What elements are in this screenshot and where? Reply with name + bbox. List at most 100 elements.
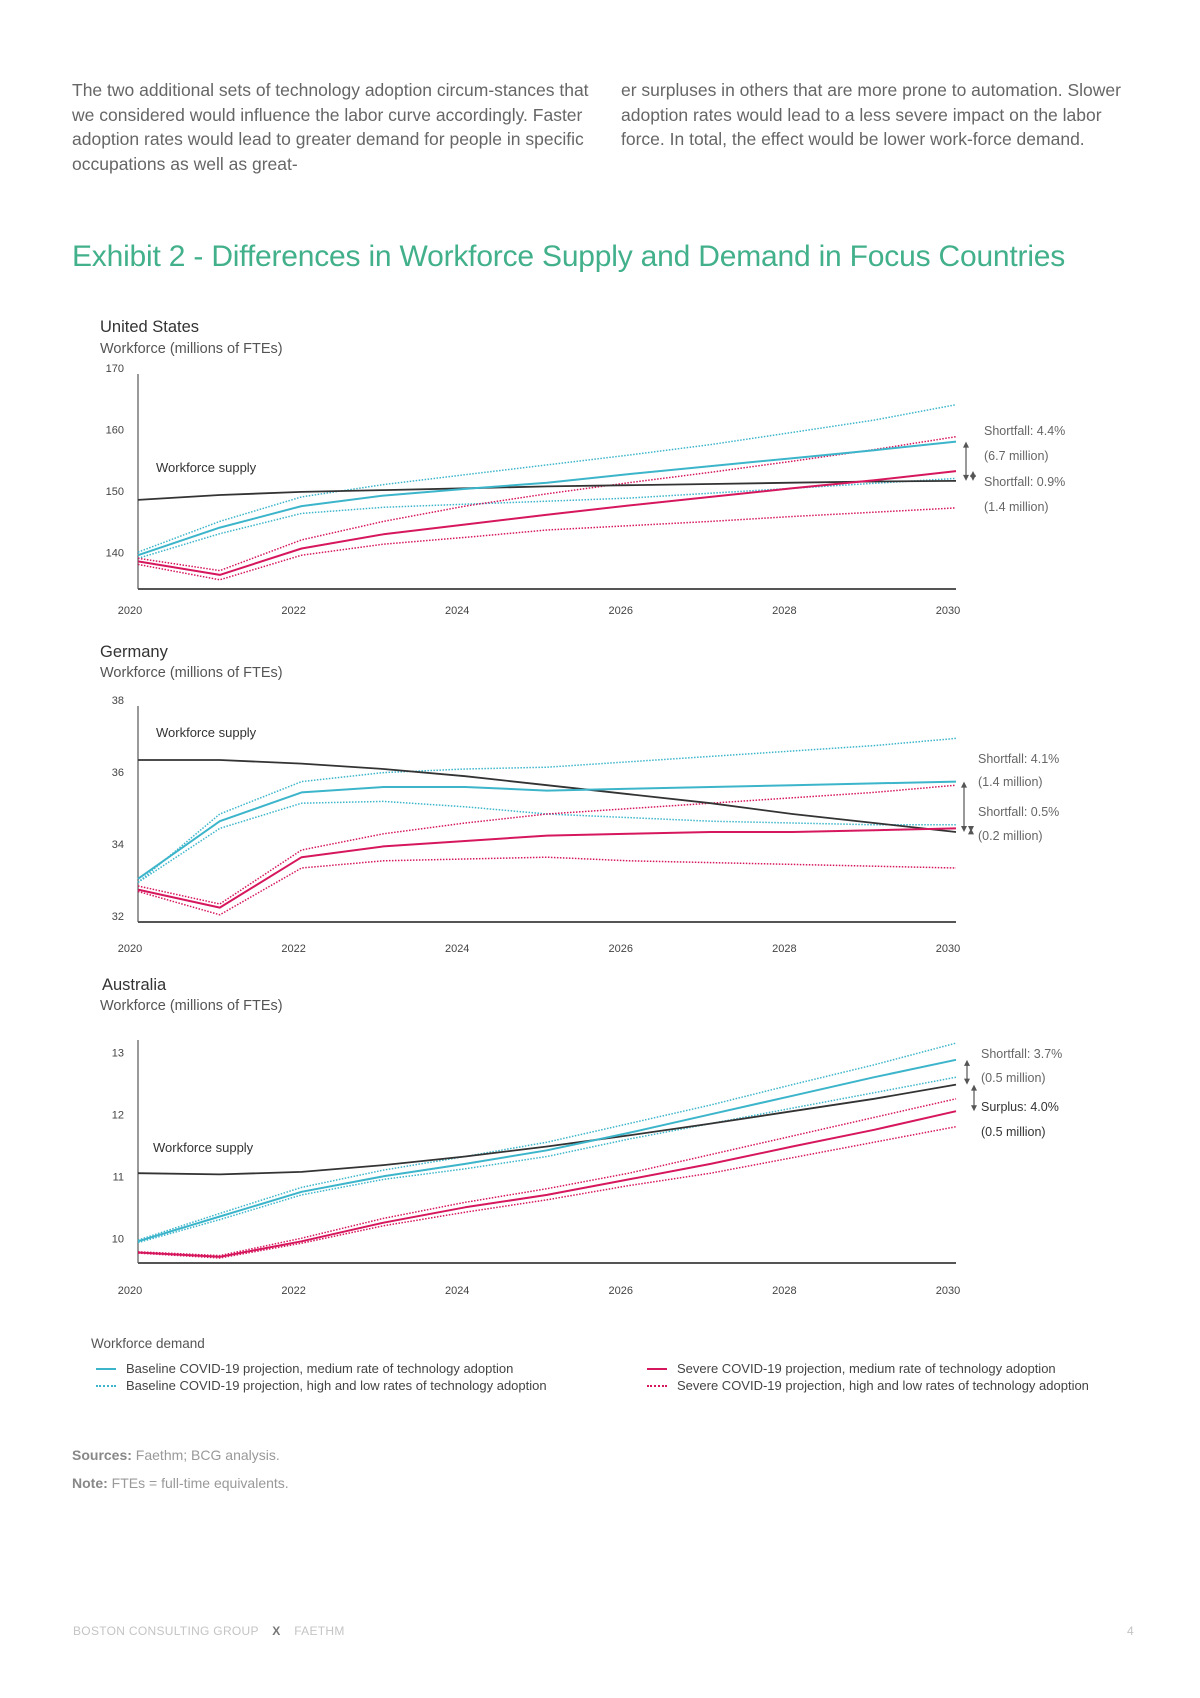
series-line-severe-low xyxy=(137,1125,957,1259)
series-line-severe-med xyxy=(137,1110,957,1258)
chart-title-us: United States xyxy=(100,318,200,336)
annotation-australia-2: (0.5 million) xyxy=(981,1071,1046,1085)
y-tick-label: 11 xyxy=(113,1171,124,1183)
annotation-germany-1: Shortfall: 4.1% xyxy=(978,752,1060,766)
annotation-germany-2: (1.4 million) xyxy=(978,775,1043,789)
annotation-us-3: Shortfall: 0.9% xyxy=(984,475,1066,489)
supply-label-germany: Workforce supply xyxy=(156,725,257,740)
sources-line: Sources: Faethm; BCG analysis. xyxy=(72,1447,280,1463)
x-tick-label: 2028 xyxy=(772,943,796,955)
annotation-us-4: (1.4 million) xyxy=(984,500,1049,514)
annotation-germany-3: Shortfall: 0.5% xyxy=(978,805,1060,819)
y-tick-label: 150 xyxy=(106,486,124,498)
x-tick-label: 2022 xyxy=(281,1285,305,1297)
gap-arrow-baseline-head-top xyxy=(961,781,967,788)
annotation-australia-4: (0.5 million) xyxy=(981,1125,1046,1139)
x-tick-label: 2026 xyxy=(609,1285,633,1297)
x-tick-label: 2024 xyxy=(445,943,469,955)
x-tick-label: 2030 xyxy=(936,943,960,955)
y-tick-label: 32 xyxy=(112,911,124,923)
series-line-baseline-med xyxy=(137,780,957,880)
series-line-baseline-med xyxy=(137,1058,957,1243)
chart-title-germany: Germany xyxy=(100,643,168,661)
legend-label: Baseline COVID-19 projection, high and l… xyxy=(126,1378,547,1393)
series-line-supply xyxy=(138,759,957,833)
chart-ylabel-us: Workforce (millions of FTEs) xyxy=(100,341,283,357)
gap-arrow-severe-head-bottom xyxy=(968,826,974,832)
series-line-baseline-high xyxy=(137,1042,957,1241)
sources-text: Faethm; BCG analysis. xyxy=(131,1447,280,1463)
annotation-australia-1: Shortfall: 3.7% xyxy=(981,1047,1063,1061)
gap-arrow-severe-head-bottom xyxy=(971,1105,977,1112)
exhibit-title: Exhibit 2 - Differences in Workforce Sup… xyxy=(72,240,1066,273)
x-tick-label: 2030 xyxy=(936,605,960,617)
legend-swatch-dotted xyxy=(647,1384,667,1387)
x-tick-label: 2020 xyxy=(118,943,142,955)
annotation-us-2: (6.7 million) xyxy=(984,449,1049,463)
x-tick-label: 2028 xyxy=(772,605,796,617)
gap-arrow-baseline-head-top xyxy=(963,441,969,448)
x-tick-label: 2022 xyxy=(281,943,305,955)
y-tick-label: 38 xyxy=(112,695,124,707)
legend-label: Severe COVID-19 projection, high and low… xyxy=(677,1378,1089,1393)
y-tick-label: 10 xyxy=(112,1233,124,1245)
intro-left-column: The two additional sets of technology ad… xyxy=(72,80,589,174)
series-line-supply xyxy=(137,480,957,501)
sources-label: Sources: xyxy=(72,1447,132,1463)
legend-item-baseline-medium: Baseline COVID-19 projection, medium rat… xyxy=(96,1361,513,1376)
y-tick-label: 140 xyxy=(106,547,124,559)
series-line-supply xyxy=(137,1083,957,1176)
series-line-severe-med xyxy=(137,470,957,576)
series-line-severe-low xyxy=(137,507,957,581)
y-tick-label: 36 xyxy=(112,767,124,779)
footer-faethm: FAETHM xyxy=(294,1624,345,1638)
series-line-baseline-low xyxy=(137,477,957,560)
legend-label: Severe COVID-19 projection, medium rate … xyxy=(677,1361,1056,1376)
y-tick-label: 12 xyxy=(112,1110,124,1122)
series-line-severe-low xyxy=(137,856,957,916)
chart-ylabel-germany: Workforce (millions of FTEs) xyxy=(100,665,283,681)
annotation-australia-3: Surplus: 4.0% xyxy=(981,1100,1059,1114)
gap-arrow-baseline-head-bottom xyxy=(961,826,967,832)
gap-arrow-baseline-head-bottom xyxy=(963,474,969,481)
series-line-baseline-high xyxy=(137,737,957,883)
footer-separator: X xyxy=(272,1624,281,1638)
x-tick-label: 2024 xyxy=(445,605,469,617)
y-tick-label: 170 xyxy=(106,363,124,375)
x-tick-label: 2028 xyxy=(772,1285,796,1297)
page-number: 4 xyxy=(1127,1624,1134,1638)
annotation-us-1: Shortfall: 4.4% xyxy=(984,424,1066,438)
gap-arrow-severe-head-bottom xyxy=(970,474,976,481)
intro-right-column: er surpluses in others that are more pro… xyxy=(621,80,1121,149)
legend-item-severe-range: Severe COVID-19 projection, high and low… xyxy=(647,1378,1089,1393)
x-tick-label: 2022 xyxy=(281,605,305,617)
legend-item-severe-medium: Severe COVID-19 projection, medium rate … xyxy=(647,1361,1056,1376)
footer-bcg: BOSTON CONSULTING GROUP xyxy=(73,1624,259,1638)
legend-label: Baseline COVID-19 projection, medium rat… xyxy=(126,1361,514,1376)
y-tick-label: 160 xyxy=(106,424,124,436)
x-tick-label: 2020 xyxy=(118,1285,142,1297)
series-line-severe-high xyxy=(137,1098,957,1257)
legend-swatch-solid xyxy=(96,1367,116,1370)
note-line: Note: FTEs = full-time equivalents. xyxy=(72,1475,289,1491)
note-label: Note: xyxy=(72,1475,108,1491)
series-line-baseline-high xyxy=(137,403,957,553)
series-line-severe-med xyxy=(137,827,957,909)
legend-swatch-dotted xyxy=(96,1384,116,1387)
y-tick-label: 34 xyxy=(112,839,124,851)
x-tick-label: 2024 xyxy=(445,1285,469,1297)
x-tick-label: 2020 xyxy=(118,605,142,617)
gap-arrow-severe-head-top xyxy=(971,1084,977,1091)
chart-ylabel-australia: Workforce (millions of FTEs) xyxy=(100,998,283,1014)
footer-brand: BOSTON CONSULTING GROUP X FAETHM xyxy=(73,1624,345,1638)
legend-item-baseline-range: Baseline COVID-19 projection, high and l… xyxy=(96,1378,547,1393)
gap-arrow-baseline-head-top xyxy=(964,1059,970,1066)
chart-title-australia: Australia xyxy=(102,976,167,994)
note-text: FTEs = full-time equivalents. xyxy=(107,1475,289,1491)
x-tick-label: 2030 xyxy=(936,1285,960,1297)
x-tick-label: 2026 xyxy=(609,943,633,955)
y-tick-label: 13 xyxy=(112,1048,124,1060)
x-tick-label: 2026 xyxy=(609,605,633,617)
annotation-germany-4: (0.2 million) xyxy=(978,829,1043,843)
